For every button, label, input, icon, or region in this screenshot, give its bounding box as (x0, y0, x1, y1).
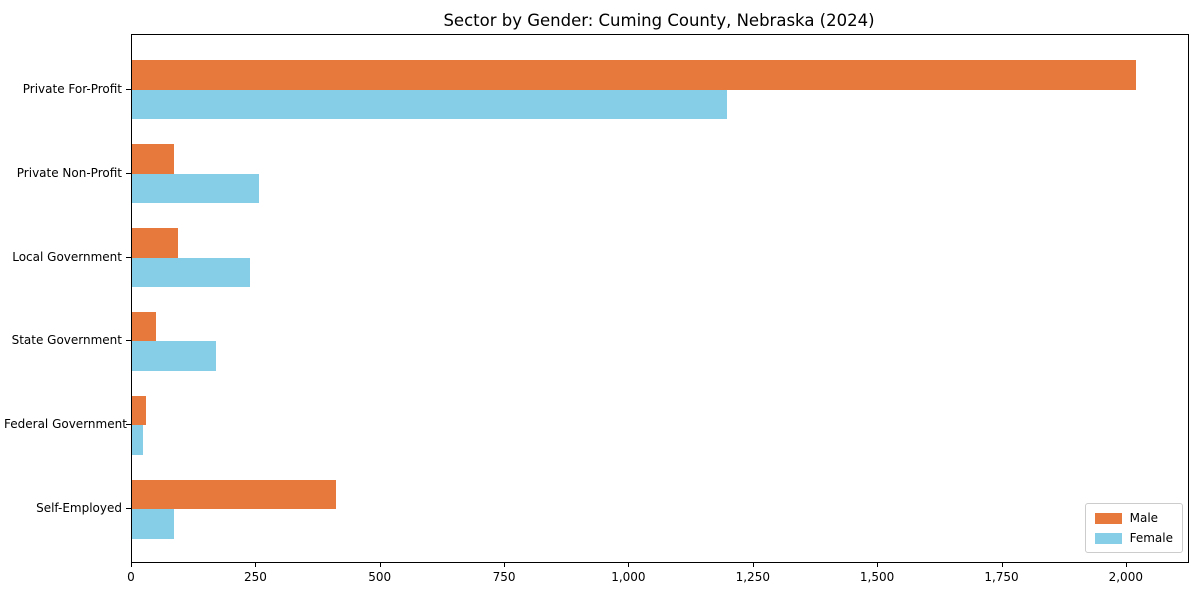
y-tick-mark (126, 256, 131, 258)
bar-female-private-for-profit (132, 89, 727, 120)
bar-male-private-non-profit (132, 144, 175, 174)
x-tick-label: 2,000 (1108, 570, 1143, 584)
legend-item-male: Male (1094, 511, 1173, 525)
y-tick-mark (126, 172, 131, 174)
y-tick-mark (126, 424, 131, 426)
bar-male-local-government (132, 228, 179, 258)
plot-area (131, 34, 1189, 563)
x-tick-label: 750 (492, 570, 516, 584)
x-tick-label: 1,000 (611, 570, 646, 584)
bar-male-private-for-profit (132, 60, 1136, 90)
legend-item-female: Female (1094, 531, 1173, 545)
x-tick-mark (1001, 562, 1003, 567)
x-tick-label: 1,500 (859, 570, 895, 584)
x-tick-label: 0 (127, 570, 135, 584)
x-tick-label: 1,750 (984, 570, 1019, 584)
bar-male-self-employed (132, 479, 337, 510)
bar-female-private-non-profit (132, 173, 259, 204)
y-category-label-federal-government: Federal Government (4, 417, 127, 432)
y-category-label-state-government: State Government (11, 333, 122, 348)
x-tick-label: 250 (243, 570, 267, 584)
bar-female-self-employed (132, 509, 175, 539)
x-tick-label: 1,250 (735, 570, 770, 584)
x-tick-mark (255, 562, 257, 567)
chart-title: Sector by Gender: Cuming County, Nebrask… (443, 11, 875, 30)
x-tick-mark (504, 562, 506, 567)
legend-label-male: Male (1129, 511, 1159, 525)
legend: Male Female (1084, 503, 1183, 553)
y-tick-mark (126, 88, 131, 90)
x-tick-mark (1125, 562, 1127, 567)
y-category-label-local-government: Local Government (12, 249, 122, 264)
x-tick-mark (379, 562, 381, 567)
y-category-label-self-employed: Self-Employed (36, 501, 122, 516)
legend-label-female: Female (1129, 531, 1173, 545)
bar-female-federal-government (132, 425, 143, 455)
y-category-label-private-for-profit: Private For-Profit (22, 81, 122, 96)
y-tick-mark (126, 508, 131, 510)
y-category-label-private-non-profit: Private Non-Profit (16, 165, 122, 180)
bar-female-state-government (132, 341, 217, 371)
bar-male-federal-government (132, 395, 147, 426)
x-tick-label: 500 (368, 570, 392, 584)
x-tick-mark (752, 562, 754, 567)
x-tick-mark (628, 562, 630, 567)
legend-swatch-male (1094, 512, 1122, 524)
x-tick-mark (131, 562, 132, 567)
x-tick-mark (877, 562, 879, 567)
legend-swatch-female (1094, 532, 1122, 544)
y-tick-mark (126, 340, 131, 342)
bar-male-state-government (132, 311, 156, 342)
bar-female-local-government (132, 257, 251, 287)
